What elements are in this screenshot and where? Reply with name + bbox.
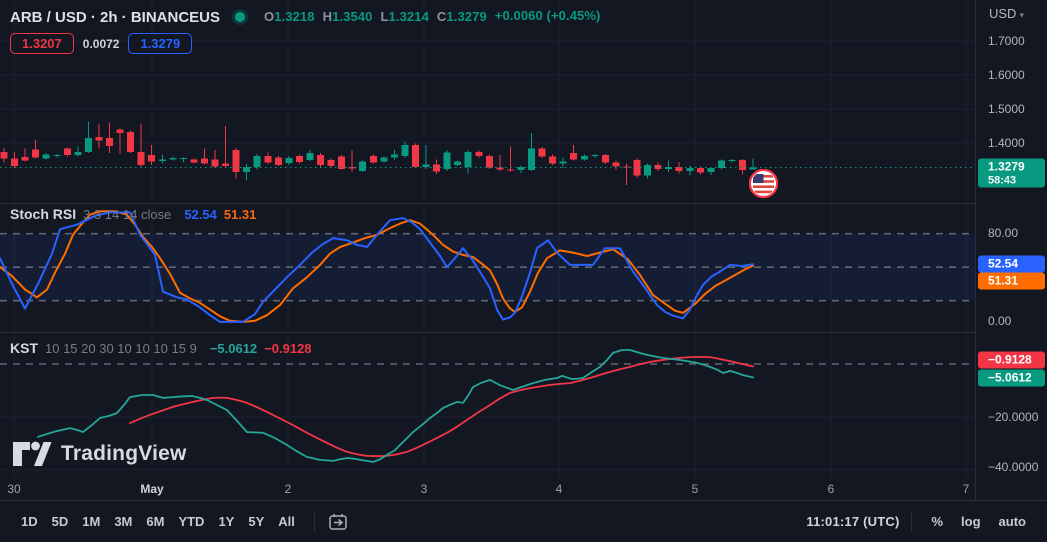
close-label: C (436, 9, 447, 24)
axis-tick-label: 0.00 (988, 314, 1012, 328)
axis-tick-label: 80.00 (988, 226, 1019, 240)
change-value: +0.0060 (+0.45%) (494, 8, 601, 23)
symbol-title[interactable]: ARB / USD · 2h · BINANCEUS (10, 8, 221, 26)
kst-signal-line (129, 355, 754, 458)
tradingview-logo-text: TradingView (61, 442, 187, 465)
time-axis[interactable]: 30 May 2 3 4 5 6 7 (0, 478, 1047, 500)
axis-tick-label: −20.0000 (988, 410, 1039, 424)
range-button-6m[interactable]: 6M (146, 513, 165, 529)
ohlc-values: O1.3218 H1.3540 L1.3214 C1.3279 +0.0060 … (264, 8, 600, 26)
sell-price-button[interactable]: 1.3207 (10, 33, 74, 54)
symbol-header: ARB / USD · 2h · BINANCEUS O1.3218 H1.35… (10, 8, 600, 26)
kst-title: KST (10, 340, 38, 356)
indicator-value-badge: −5.0612 (978, 369, 1045, 387)
price-axis[interactable]: USD ▾ 1.7000 1.6000 1.5000 1.4000 80.00 0.00 −2… (975, 0, 1047, 500)
time-axis-label: 7 (962, 482, 970, 496)
currency-label: USD (989, 6, 1017, 21)
range-buttons: 1D 5D 1M 3M 6M YTD 1Y 5Y All (14, 511, 349, 532)
market-status-dot[interactable] (235, 12, 246, 22)
auto-scale-button[interactable]: auto (998, 514, 1026, 529)
us-flag-event-icon[interactable] (749, 169, 778, 198)
kst-main-line (37, 349, 754, 463)
kst-legend[interactable]: KST 10 15 20 30 10 10 10 15 9 −5.0612 −0… (10, 340, 312, 356)
chevron-down-icon: ▾ (1019, 10, 1024, 20)
stoch-rsi-legend[interactable]: Stoch RSI 3 3 14 14 close 52.54 51.31 (10, 206, 256, 222)
time-axis-label: 6 (827, 482, 835, 496)
kst-signal-value: −0.9128 (264, 340, 312, 356)
stoch-rsi-title: Stoch RSI (10, 206, 77, 222)
panel-separator[interactable] (0, 203, 1047, 204)
axis-tick-label: 1.6000 (988, 68, 1025, 82)
spread-value: 0.0072 (82, 36, 120, 51)
toolbar-divider (313, 511, 315, 532)
time-axis-label: May (140, 482, 164, 496)
clock[interactable]: 11:01:17 (UTC) (806, 514, 900, 529)
toolbar-right: 11:01:17 (UTC) % log auto (806, 510, 1033, 533)
candles-layer (0, 121, 757, 186)
axis-tick-label: 1.4000 (988, 136, 1025, 150)
currency-selector[interactable]: USD ▾ (989, 6, 1024, 21)
low-label: L (380, 9, 389, 24)
last-price-badge: 1.3279 58:43 (978, 158, 1045, 188)
range-button-5y[interactable]: 5Y (248, 513, 265, 529)
time-axis-label: 30 (7, 482, 21, 496)
buy-price-button[interactable]: 1.3279 (128, 33, 193, 54)
toolbar-divider (911, 511, 913, 532)
range-button-1m[interactable]: 1M (82, 513, 101, 529)
chart-canvas[interactable] (0, 0, 975, 478)
stoch-d-line (0, 210, 754, 323)
bottom-toolbar: 1D 5D 1M 3M 6M YTD 1Y 5Y All 11:01:17 (UTC) % lo… (0, 500, 1047, 542)
go-to-date-icon[interactable] (327, 512, 349, 532)
range-button-1d[interactable]: 1D (21, 513, 38, 529)
last-price-value: 1.3279 (988, 159, 1025, 174)
high-label: H (322, 9, 333, 24)
indicator-value-badge: 51.31 (978, 272, 1045, 290)
range-button-all[interactable]: All (278, 513, 295, 529)
kst-params: 10 15 20 30 10 10 10 15 9 (45, 340, 197, 356)
stoch-k-line (0, 211, 754, 323)
time-axis-label: 4 (555, 482, 563, 496)
time-axis-label: 3 (420, 482, 428, 496)
axis-tick-label: 1.7000 (988, 34, 1025, 48)
range-button-ytd[interactable]: YTD (178, 513, 205, 529)
bar-countdown: 58:43 (988, 174, 1017, 187)
range-button-3m[interactable]: 3M (114, 513, 133, 529)
log-scale-button[interactable]: log (961, 514, 981, 529)
quote-row: 1.3207 0.0072 1.3279 (10, 33, 193, 54)
high-value: 1.3540 (332, 9, 373, 24)
range-button-5d[interactable]: 5D (51, 513, 69, 529)
stoch-rsi-params: 3 3 14 14 close (83, 206, 172, 222)
axis-tick-label: 1.5000 (988, 102, 1025, 116)
time-axis-label: 2 (284, 482, 292, 496)
stoch-k-value: 52.54 (184, 206, 217, 222)
kst-main-value: −5.0612 (209, 340, 258, 356)
range-button-1y[interactable]: 1Y (218, 513, 235, 529)
panel-separator[interactable] (0, 332, 1047, 333)
indicator-value-badge: 52.54 (978, 255, 1045, 273)
axis-tick-label: −40.0000 (988, 460, 1039, 474)
tradingview-logo[interactable]: TradingView (12, 438, 187, 470)
indicator-value-badge: −0.9128 (978, 351, 1045, 369)
time-axis-label: 5 (691, 482, 699, 496)
low-value: 1.3214 (388, 9, 429, 24)
tradingview-logo-mark (13, 441, 52, 466)
open-label: O (264, 9, 275, 24)
percent-scale-button[interactable]: % (931, 514, 944, 529)
open-value: 1.3218 (274, 9, 315, 24)
stoch-d-value: 51.31 (223, 206, 257, 222)
close-value: 1.3279 (446, 9, 487, 24)
